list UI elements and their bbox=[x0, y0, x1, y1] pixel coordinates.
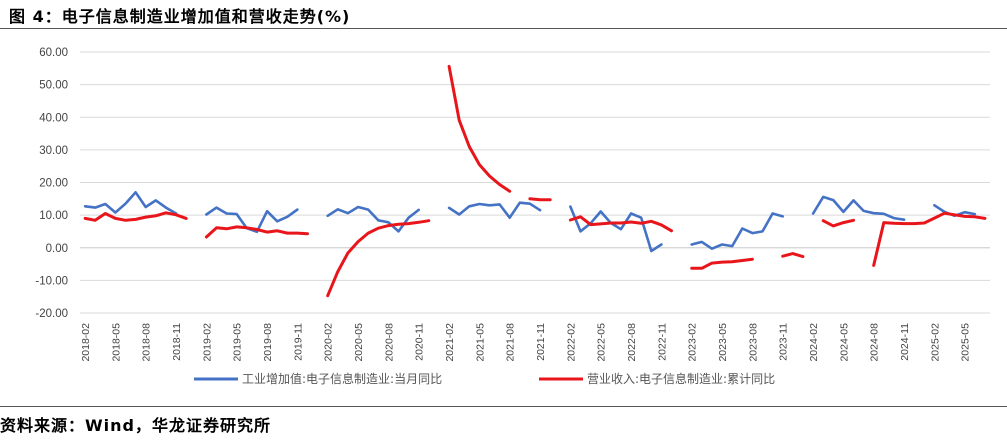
y-tick-label: 30.00 bbox=[39, 145, 68, 157]
series-line-segment bbox=[83, 191, 178, 215]
series-line-segment bbox=[83, 211, 188, 222]
x-axis-ticks: 2018-02 2018-05 2018-08 2018-11 2019-02 2019-… bbox=[80, 323, 972, 362]
x-tick-label: 2020-08 bbox=[383, 323, 395, 362]
x-tick-label: 2018-08 bbox=[141, 323, 153, 362]
y-tick-label: 20.00 bbox=[39, 178, 68, 190]
series-line-segment bbox=[811, 195, 906, 221]
legend-label-revenue: 营业收入:电子信息制造业:累计同比 bbox=[587, 371, 775, 386]
x-tick-label: 2022-08 bbox=[626, 323, 638, 362]
series-line-segment bbox=[690, 212, 785, 250]
x-tick-label: 2021-02 bbox=[444, 323, 456, 362]
series-line-segment bbox=[447, 64, 512, 193]
x-tick-label: 2024-08 bbox=[869, 323, 881, 362]
x-tick-label: 2022-05 bbox=[596, 323, 608, 362]
x-tick-label: 2022-02 bbox=[565, 323, 577, 362]
x-tick-label: 2019-02 bbox=[201, 323, 213, 362]
series-line-segment bbox=[326, 205, 421, 233]
series-line-segment bbox=[872, 211, 987, 267]
source-divider bbox=[0, 406, 1007, 407]
series-line-segment bbox=[568, 215, 673, 233]
x-tick-label: 2018-05 bbox=[110, 323, 122, 362]
series-line-segment bbox=[821, 218, 855, 228]
x-tick-label: 2019-11 bbox=[292, 323, 304, 361]
series-line-segment bbox=[528, 197, 552, 202]
x-tick-label: 2020-11 bbox=[414, 323, 426, 361]
x-tick-label: 2020-02 bbox=[323, 323, 335, 362]
x-tick-label: 2021-11 bbox=[535, 323, 547, 361]
x-tick-label: 2018-02 bbox=[80, 323, 92, 362]
y-axis-ticks: -20.00 -10.00 0.00 10.00 20.00 30.00 40.00 50.0… bbox=[35, 47, 68, 320]
title-divider bbox=[0, 28, 1007, 29]
series-line-segment bbox=[447, 201, 542, 219]
y-tick-label: -10.00 bbox=[35, 275, 68, 287]
y-tick-label: 60.00 bbox=[39, 47, 68, 59]
y-tick-label: 40.00 bbox=[39, 112, 68, 124]
x-tick-label: 2023-05 bbox=[717, 323, 729, 362]
y-tick-label: 10.00 bbox=[39, 210, 68, 222]
series-line-segment bbox=[569, 205, 663, 253]
line-chart: -20.00 -10.00 0.00 10.00 20.00 30.00 40.00 50.0… bbox=[35, 47, 990, 386]
legend: 工业增加值:电子信息制造业:当月同比 营业收入:电子信息制造业:累计同比 bbox=[194, 371, 775, 386]
x-tick-label: 2025-05 bbox=[960, 323, 972, 362]
series-line-segment bbox=[781, 252, 805, 259]
figure-title: 图 4：电子信息制造业增加值和营收走势(%) bbox=[9, 7, 351, 26]
y-tick-label: 0.00 bbox=[46, 243, 68, 255]
series-0 bbox=[83, 191, 977, 253]
series-1 bbox=[83, 64, 987, 298]
x-tick-label: 2025-02 bbox=[929, 323, 941, 362]
x-tick-label: 2021-08 bbox=[505, 323, 517, 362]
x-tick-label: 2018-11 bbox=[171, 323, 183, 361]
y-tick-label: 50.00 bbox=[39, 80, 68, 92]
source-note: 资料来源：Wind，华龙证券研究所 bbox=[0, 416, 271, 435]
series-lines bbox=[83, 64, 987, 298]
x-tick-label: 2024-05 bbox=[838, 323, 850, 362]
series-line-segment bbox=[690, 257, 754, 270]
x-tick-label: 2022-11 bbox=[656, 323, 668, 361]
legend-label-industrial-value-added: 工业增加值:电子信息制造业:当月同比 bbox=[242, 371, 442, 386]
x-tick-label: 2023-11 bbox=[778, 323, 790, 361]
y-tick-label: -20.00 bbox=[35, 308, 68, 320]
x-tick-label: 2019-08 bbox=[262, 323, 274, 362]
x-tick-label: 2019-05 bbox=[232, 323, 244, 362]
x-tick-label: 2023-08 bbox=[747, 323, 759, 362]
x-tick-label: 2024-02 bbox=[808, 323, 820, 362]
series-line-segment bbox=[204, 225, 309, 239]
x-tick-label: 2021-05 bbox=[474, 323, 486, 362]
x-tick-label: 2020-05 bbox=[353, 323, 365, 362]
gridlines bbox=[80, 51, 990, 314]
x-tick-label: 2024-11 bbox=[899, 323, 911, 361]
series-line-segment bbox=[326, 219, 431, 298]
x-tick-label: 2023-02 bbox=[687, 323, 699, 362]
